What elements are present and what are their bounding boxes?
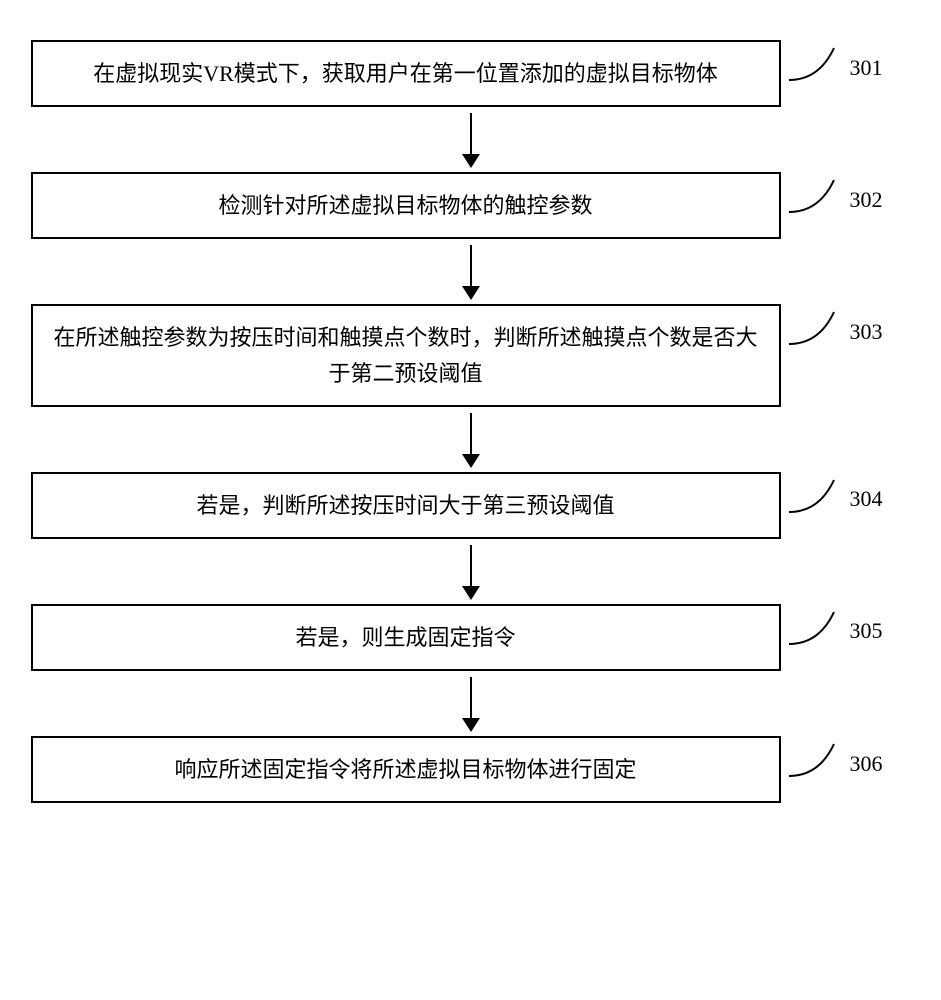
flow-step-4-text: 若是，判断所述按压时间大于第三预设阈值 xyxy=(196,493,614,518)
label-connector: 302 xyxy=(789,172,883,227)
step-label: 305 xyxy=(850,618,883,644)
label-connector: 306 xyxy=(789,736,883,791)
arrow-down-icon xyxy=(462,113,480,168)
arrow-down-icon xyxy=(462,413,480,468)
label-connector: 304 xyxy=(789,472,883,527)
flowchart-container: 在虚拟现实VR模式下，获取用户在第一位置添加的虚拟目标物体 301 检测针对所述… xyxy=(31,40,911,803)
step-label: 306 xyxy=(850,751,883,777)
flow-step-3: 在所述触控参数为按压时间和触摸点个数时，判断所述触摸点个数是否大于第二预设阈值 xyxy=(31,304,781,406)
arrow-down-icon xyxy=(462,545,480,600)
curve-icon xyxy=(789,604,844,659)
flow-row: 在虚拟现实VR模式下，获取用户在第一位置添加的虚拟目标物体 301 xyxy=(31,40,911,107)
flow-step-6: 响应所述固定指令将所述虚拟目标物体进行固定 xyxy=(31,736,781,803)
arrow-down-icon xyxy=(462,677,480,732)
flow-row: 若是，判断所述按压时间大于第三预设阈值 304 xyxy=(31,472,911,539)
label-connector: 301 xyxy=(789,40,883,95)
curve-icon xyxy=(789,304,844,359)
curve-icon xyxy=(789,736,844,791)
flow-row: 在所述触控参数为按压时间和触摸点个数时，判断所述触摸点个数是否大于第二预设阈值 … xyxy=(31,304,911,406)
flow-step-6-text: 响应所述固定指令将所述虚拟目标物体进行固定 xyxy=(174,757,636,782)
curve-icon xyxy=(789,472,844,527)
step-label: 304 xyxy=(850,486,883,512)
label-connector: 303 xyxy=(789,304,883,359)
flow-step-2-text: 检测针对所述虚拟目标物体的触控参数 xyxy=(218,193,592,218)
flow-step-1-text: 在虚拟现实VR模式下，获取用户在第一位置添加的虚拟目标物体 xyxy=(93,61,718,86)
flow-step-3-text: 在所述触控参数为按压时间和触摸点个数时，判断所述触摸点个数是否大于第二预设阈值 xyxy=(53,325,757,385)
flow-row: 响应所述固定指令将所述虚拟目标物体进行固定 306 xyxy=(31,736,911,803)
label-connector: 305 xyxy=(789,604,883,659)
step-label: 302 xyxy=(850,187,883,213)
flow-step-1: 在虚拟现实VR模式下，获取用户在第一位置添加的虚拟目标物体 xyxy=(31,40,781,107)
curve-icon xyxy=(789,172,844,227)
step-label: 303 xyxy=(850,319,883,345)
step-label: 301 xyxy=(850,55,883,81)
flow-step-5: 若是，则生成固定指令 xyxy=(31,604,781,671)
flow-step-5-text: 若是，则生成固定指令 xyxy=(295,625,515,650)
flow-step-4: 若是，判断所述按压时间大于第三预设阈值 xyxy=(31,472,781,539)
arrow-down-icon xyxy=(462,245,480,300)
flow-row: 检测针对所述虚拟目标物体的触控参数 302 xyxy=(31,172,911,239)
flow-row: 若是，则生成固定指令 305 xyxy=(31,604,911,671)
curve-icon xyxy=(789,40,844,95)
flow-step-2: 检测针对所述虚拟目标物体的触控参数 xyxy=(31,172,781,239)
